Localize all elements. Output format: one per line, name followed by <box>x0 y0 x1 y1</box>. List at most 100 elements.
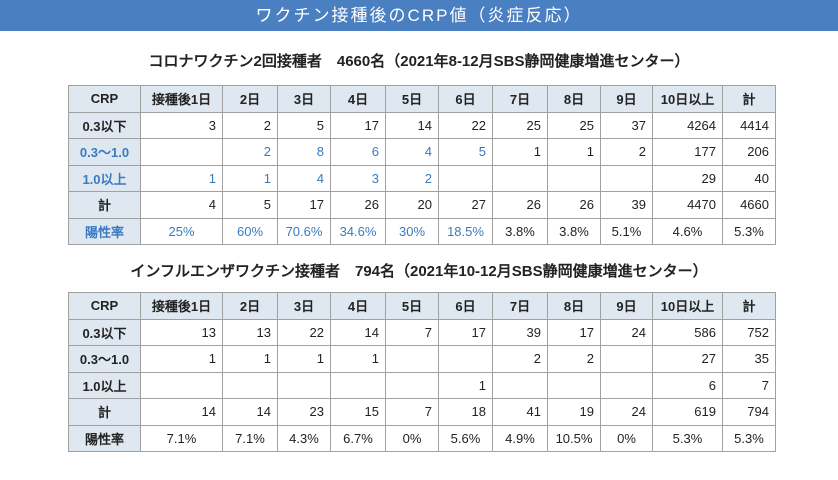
table-title: インフルエンザワクチン接種者 794名（2021年10-12月SBS静岡健康増進… <box>130 263 708 280</box>
table-cell: 1 <box>438 371 493 399</box>
table-cell: 0% <box>600 424 653 452</box>
table-cell: 29 <box>652 164 723 192</box>
table-cell: 25 <box>492 111 548 139</box>
table-cell: 794 <box>722 398 776 426</box>
table-cell: 17 <box>547 318 601 346</box>
table-cell: 18.5% <box>438 217 493 245</box>
table-row: 0.3以下 13 13 22 14 7 17 39 17 24 586 752 <box>68 318 776 346</box>
table-row: 1.0以上 1 6 7 <box>68 371 776 399</box>
table-cell: 2 <box>222 138 278 166</box>
table-cell <box>438 345 493 373</box>
header-title: ワクチン接種後のCRP値（炎症反応） <box>0 0 838 31</box>
table-cell: 1 <box>277 345 331 373</box>
table-cell <box>600 164 653 192</box>
table-cell: 26 <box>547 191 601 219</box>
table-cell: 37 <box>600 111 653 139</box>
table-cell: 1 <box>547 138 601 166</box>
table-cell: 27 <box>438 191 493 219</box>
table-row: 陽性率 7.1% 7.1% 4.3% 6.7% 0% 5.6% 4.9% 10.5% 0% 5.3%… <box>68 424 776 452</box>
table-cell: 17 <box>277 191 331 219</box>
table-cell: 40 <box>722 164 776 192</box>
column-header: 8日 <box>547 85 601 113</box>
table-cell: 7 <box>385 398 439 426</box>
table-cell: 7 <box>385 318 439 346</box>
column-header: 6日 <box>438 85 493 113</box>
table-cell: 24 <box>600 398 653 426</box>
table-cell <box>547 164 601 192</box>
row-label: 計 <box>68 398 141 426</box>
table-cell: 0% <box>385 424 439 452</box>
row-label: 陽性率 <box>68 424 141 452</box>
table-cell <box>140 138 223 166</box>
table-cell: 5.6% <box>438 424 493 452</box>
table-cell: 1 <box>222 345 278 373</box>
table-cell: 18 <box>438 398 493 426</box>
table-cell: 1 <box>140 345 223 373</box>
table-cell: 8 <box>277 138 331 166</box>
table-cell: 39 <box>600 191 653 219</box>
table-cell <box>222 371 278 399</box>
table-cell <box>600 345 653 373</box>
table-cell: 5 <box>222 191 278 219</box>
table-row: 0.3〜1.0 1 1 1 1 2 2 27 35 <box>68 345 776 373</box>
table-cell: 4470 <box>652 191 723 219</box>
table-cell: 7.1% <box>222 424 278 452</box>
data-table: CRP 接種後1日 2日 3日 4日 5日 6日 7日 8日 9日 10日以上計 0.3以下 3 2 5 17… <box>68 85 776 245</box>
table-cell: 6.7% <box>330 424 386 452</box>
column-header: 2日 <box>222 292 278 320</box>
table-cell: 25% <box>140 217 223 245</box>
table-cell: 39 <box>492 318 548 346</box>
table-cell: 5.1% <box>600 217 653 245</box>
table-cell: 5 <box>438 138 493 166</box>
table-row: 陽性率 25% 60% 70.6% 34.6% 30% 18.5% 3.8% 3.8% 5.1% 4… <box>68 217 776 245</box>
row-label: 1.0以上 <box>68 164 141 192</box>
table-cell: 22 <box>438 111 493 139</box>
table-cell: 4660 <box>722 191 776 219</box>
table-cell <box>385 345 439 373</box>
table-cell: 2 <box>492 345 548 373</box>
table-cell: 206 <box>722 138 776 166</box>
table-cell: 7.1% <box>140 424 223 452</box>
table-cell <box>492 164 548 192</box>
table-cell <box>600 371 653 399</box>
table-cell: 177 <box>652 138 723 166</box>
table-cell: 3 <box>330 164 386 192</box>
table-cell: 4 <box>385 138 439 166</box>
column-header: 7日 <box>492 292 548 320</box>
table-cell: 34.6% <box>330 217 386 245</box>
row-label: 陽性率 <box>68 217 141 245</box>
header-row: CRP 接種後1日 2日 3日 4日 5日 6日 7日 8日 9日 10日以上計 <box>68 292 776 320</box>
table-cell: 2 <box>222 111 278 139</box>
table-cell <box>330 371 386 399</box>
table-cell: 17 <box>438 318 493 346</box>
column-header: 5日 <box>385 85 439 113</box>
table-cell: 752 <box>722 318 776 346</box>
table-cell: 4.6% <box>652 217 723 245</box>
table-cell: 5.3% <box>652 424 723 452</box>
column-header: 7日 <box>492 85 548 113</box>
table-cell: 10.5% <box>547 424 601 452</box>
table-cell: 14 <box>330 318 386 346</box>
table-cell: 41 <box>492 398 548 426</box>
column-header: 9日 <box>600 85 653 113</box>
table-cell: 20 <box>385 191 439 219</box>
column-header: CRP <box>68 292 141 320</box>
table-cell: 14 <box>140 398 223 426</box>
table-cell: 2 <box>600 138 653 166</box>
column-header: 10日以上 <box>652 292 723 320</box>
column-header: 4日 <box>330 292 386 320</box>
table-cell: 5.3% <box>722 424 776 452</box>
column-header: 2日 <box>222 85 278 113</box>
column-header: 8日 <box>547 292 601 320</box>
table-cell: 13 <box>140 318 223 346</box>
table-row: 0.3以下 3 2 5 17 14 22 25 25 37 4264 4414 <box>68 111 776 139</box>
table-cell: 30% <box>385 217 439 245</box>
table-cell: 7 <box>722 371 776 399</box>
table-cell: 4 <box>277 164 331 192</box>
row-label: 0.3〜1.0 <box>68 138 141 166</box>
table-cell: 4.9% <box>492 424 548 452</box>
table-cell: 13 <box>222 318 278 346</box>
table-cell <box>385 371 439 399</box>
table-cell: 6 <box>330 138 386 166</box>
